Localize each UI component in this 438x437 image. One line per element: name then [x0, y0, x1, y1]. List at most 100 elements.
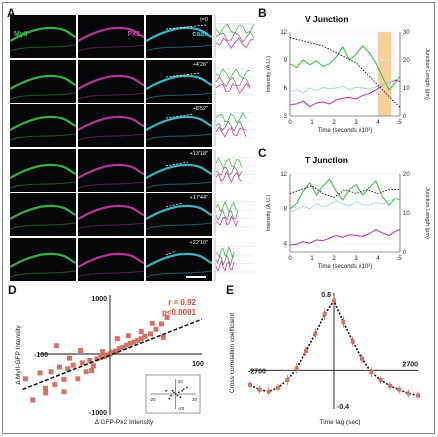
y-tick-label: -0.4 [337, 404, 349, 411]
inset-point [174, 393, 177, 395]
panel-c-letter: C [258, 146, 267, 160]
scatter-point [75, 376, 81, 382]
r-value-annotation: r = 0.92 [168, 298, 196, 307]
x-tick-label: 3 [354, 120, 358, 126]
data-point [313, 331, 318, 336]
frame-time-label: +13'18" [189, 150, 208, 157]
data-point [397, 387, 402, 392]
micrograph-caax-frame-5: +17'44" [146, 193, 212, 236]
micrograph-myo-frame-6 [10, 237, 76, 281]
fit-line [22, 318, 203, 391]
profile-line [215, 253, 235, 266]
cell-membrane [78, 181, 144, 188]
cell-membrane [78, 204, 144, 220]
x-tick-label: 100 [192, 361, 204, 368]
x-axis-label: Δ GFP-Pk2 Intensity [95, 419, 154, 426]
x-tick-label: -2700 [248, 368, 266, 375]
scatter-point [127, 340, 133, 346]
scatter-point [110, 349, 116, 355]
y2-tick-label: 20 [403, 58, 410, 64]
scatter-point [135, 337, 141, 343]
inset-point [176, 394, 179, 397]
panel-c-title: T Junction [305, 155, 348, 165]
line-profile-plot-5 [214, 193, 254, 236]
frame-time-label: t=0 [200, 17, 208, 23]
scatter-point [116, 346, 122, 352]
frame-time-label: +22'10" [189, 239, 208, 246]
scatter-point [43, 385, 49, 391]
x-axis-label: Time lag (sec) [320, 419, 361, 426]
micrograph-myo-frame-5 [10, 193, 76, 236]
x-tick-label: 2700 [402, 361, 418, 368]
profile-line [215, 170, 243, 183]
scatter-point [22, 376, 28, 382]
data-point [294, 366, 299, 371]
cell-membrane [78, 92, 144, 99]
cell-membrane [10, 26, 76, 42]
y-tick-label: -1000 [89, 410, 107, 417]
micrograph-pk2-frame-4 [78, 148, 144, 192]
figure-frame [2, 2, 435, 434]
profile-line [215, 75, 251, 88]
scatter-point [120, 345, 126, 351]
inset-point [165, 389, 168, 392]
y2-tick-label: 10 [403, 211, 410, 217]
cell-membrane [146, 133, 212, 141]
profile-line [215, 165, 243, 177]
cell-membrane [78, 163, 144, 179]
panel-e-letter: E [226, 283, 235, 297]
cell-membrane [10, 115, 76, 131]
scatter-point [124, 342, 130, 348]
x-tick-label: 2 [332, 256, 336, 262]
cell-membrane [10, 163, 76, 179]
x-tick-label: 1 [310, 120, 314, 126]
series-caax [289, 78, 401, 94]
channel-label-pk2: Pk2 [127, 31, 140, 38]
y2-axis-label: Junction Length (μm) [424, 187, 430, 239]
profile-line [215, 215, 239, 228]
profile-line [215, 120, 247, 132]
y2-tick-label: 0 [403, 250, 407, 256]
data-point [341, 320, 346, 324]
scatter-point [113, 348, 119, 354]
series-caax [289, 197, 401, 213]
x-tick-label: 3 [354, 256, 358, 262]
inset-tick-label: -20 [149, 397, 156, 402]
micrograph-pk2-frame-2 [78, 59, 144, 103]
scatter-point [159, 321, 165, 327]
data-point [266, 389, 271, 394]
inset-point [171, 389, 174, 392]
x-tick-label: 2 [332, 120, 336, 126]
y2-tick-label: 30 [403, 30, 410, 36]
scatter-point [79, 360, 85, 366]
scatter-point [104, 352, 110, 358]
inset-point [170, 394, 172, 397]
cell-membrane [146, 26, 212, 42]
y-tick-label: 4 [284, 241, 288, 247]
cell-membrane [78, 74, 144, 90]
micrograph-myo-frame-3 [10, 104, 76, 147]
scatter-point [100, 349, 106, 355]
cell-membrane [146, 222, 212, 230]
data-point [332, 298, 336, 303]
y2-axis-label: Junction Length (μm) [424, 48, 430, 100]
y2-tick-label: 0 [403, 114, 407, 120]
chart-scatter-correlation: -100 100 1000 -1000 r = 0.92p<0.0001 Δ GFP-Pk… [15, 295, 204, 426]
scatter-point [48, 369, 54, 375]
micrograph-caax-frame-6: +22'10" [146, 237, 212, 281]
scale-bar [186, 275, 206, 278]
frame-time-label: +8'52" [192, 106, 208, 112]
inset-point [179, 396, 182, 399]
data-point [378, 378, 383, 382]
scatter-point [78, 347, 84, 353]
micrograph-caax-frame-4: +13'18" [146, 148, 212, 192]
y-tick-label: 0.8 [321, 292, 331, 299]
scatter-point [160, 334, 166, 340]
line-profile-plot-2 [214, 59, 254, 103]
cell-membrane [10, 133, 76, 141]
cell-membrane [146, 163, 212, 179]
scatter-point [153, 326, 159, 332]
y-axis-label: Intensity (A.U.) [266, 195, 272, 232]
scatter-point [37, 370, 43, 376]
